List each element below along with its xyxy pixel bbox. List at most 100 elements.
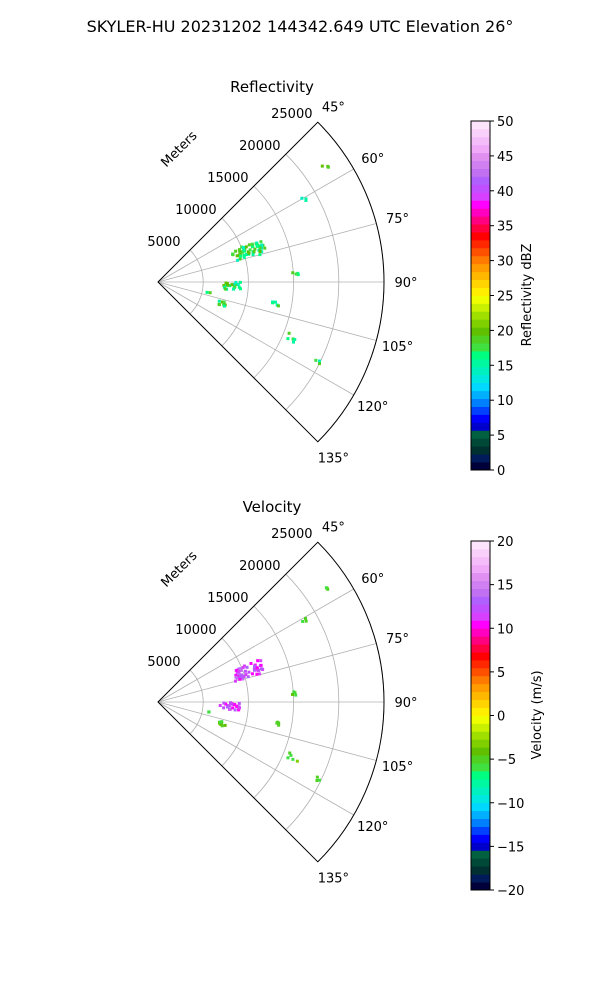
echo-pixel [240,245,244,249]
colorbar-segment [471,295,490,304]
echo-pixel [223,723,227,727]
colorbar-segment [471,882,490,891]
echo-pixel [222,706,226,710]
colorbar-segment [471,572,490,582]
azimuth-tick-label: 135° [318,871,349,886]
echo-pixel [238,287,242,291]
echo-pixel [244,673,248,677]
reflectivity-title: Reflectivity [230,78,314,96]
echo-pixel [243,669,247,673]
colorbar-segment [471,160,490,169]
colorbar-segment [471,818,490,827]
echo-pixel [294,272,298,276]
colorbar-segment [471,580,490,589]
echo-pixel [286,756,290,760]
echo-pixel [218,720,222,724]
azimuth-gridline [157,701,354,816]
colorbar-segment [471,715,490,724]
range-tick-label: 10000 [175,203,216,218]
colorbar-segment [471,430,490,439]
velocity-panel: Velocity Meters 45° 60° 75° 90° 105° 120° 135°… [147,498,545,899]
echo-pixel [235,671,239,675]
echo-pixel [273,300,277,304]
echo-pixel [241,250,245,254]
sector-outline [157,121,385,443]
echo-pixel [252,667,256,671]
reflectivity-colorbar-label: Reflectivity dBZ [520,244,535,347]
colorbar-tick-label: 25 [497,290,514,305]
echo-pixel [242,255,246,259]
colorbar-tick-label: 5 [497,429,505,444]
range-tick-label: 20000 [239,559,280,574]
echo-pixel [258,250,262,254]
sector-outline [157,541,385,863]
echo-pixel [255,243,259,247]
colorbar-tick-label: 40 [497,185,514,200]
echo-pixel [251,253,255,257]
echo-pixel [222,701,226,705]
azimuth-gridline [157,168,354,283]
colorbar-segment [471,128,490,138]
echo-pixel [236,258,240,262]
colorbar-segment [471,596,490,605]
colorbar-segment [471,366,490,376]
echo-pixel [252,250,256,254]
reflectivity-polar-plot: 45° 60° 75° 90° 105° 120° 135° 5000 10000 15000 20… [147,101,417,467]
colorbar-segment [471,303,490,312]
echo-pixel [290,692,294,696]
echo-pixel [238,280,242,284]
colorbar-segment [471,778,490,788]
azimuth-tick-label: 120° [357,400,388,415]
colorbar-segment [471,628,490,637]
echo-pixel [238,677,242,681]
echo-pixel [207,710,211,714]
echo-pixel [253,247,257,251]
colorbar-segment [471,802,490,812]
colorbar-segment [471,319,490,328]
echo-pixel [231,287,235,291]
azimuth-gridline [157,588,354,703]
range-tick-label: 10000 [175,623,216,638]
echo-pixel [300,196,304,200]
colorbar-segment [471,675,490,685]
echo-pixel [236,282,240,286]
velocity-colorbar: −20 −15 −10 −5 0 5 10 15 20 [470,535,524,899]
azimuth-gridline [157,223,377,283]
echo-pixel [258,246,262,250]
azimuth-gridline [157,281,354,396]
echo-pixel [224,702,228,706]
reflectivity-colorbar: 0 5 10 15 20 25 30 35 40 45 50 [470,115,514,479]
echo-pixel [242,674,246,678]
echo-pixel [237,670,241,674]
azimuth-tick-label: 90° [394,276,417,291]
echo-pixel [258,253,262,257]
echo-pixel [250,242,254,246]
range-tick-label: 25000 [271,527,312,542]
colorbar-tick-label: 45 [497,150,514,165]
colorbar-tick-label: −10 [497,797,524,812]
colorbar-segment [471,771,490,780]
echo-pixel [259,663,263,667]
echo-pixel [235,668,239,672]
echo-pixel [223,285,227,289]
colorbar-tick-label: 15 [497,359,514,374]
echo-pixel [223,287,227,291]
azimuth-tick-label: 135° [318,451,349,466]
echo-pixel [230,283,234,287]
echo-pixel [286,337,290,341]
colorbar-segment [471,842,490,851]
echo-pixel [237,674,241,678]
echo-pixel [244,245,248,249]
colorbar-tick-label: 10 [497,622,514,637]
colorbar-segment [471,620,490,629]
echo-pixel [256,659,260,663]
colorbar-segment [471,232,490,241]
echo-pixel [249,661,253,665]
colorbar-segment [471,786,490,796]
colorbar-tick-label: 30 [497,255,514,270]
echo-pixel [277,721,281,725]
echo-pixel [225,282,229,286]
echo-pixel [253,664,257,668]
colorbar-segment [471,184,490,193]
